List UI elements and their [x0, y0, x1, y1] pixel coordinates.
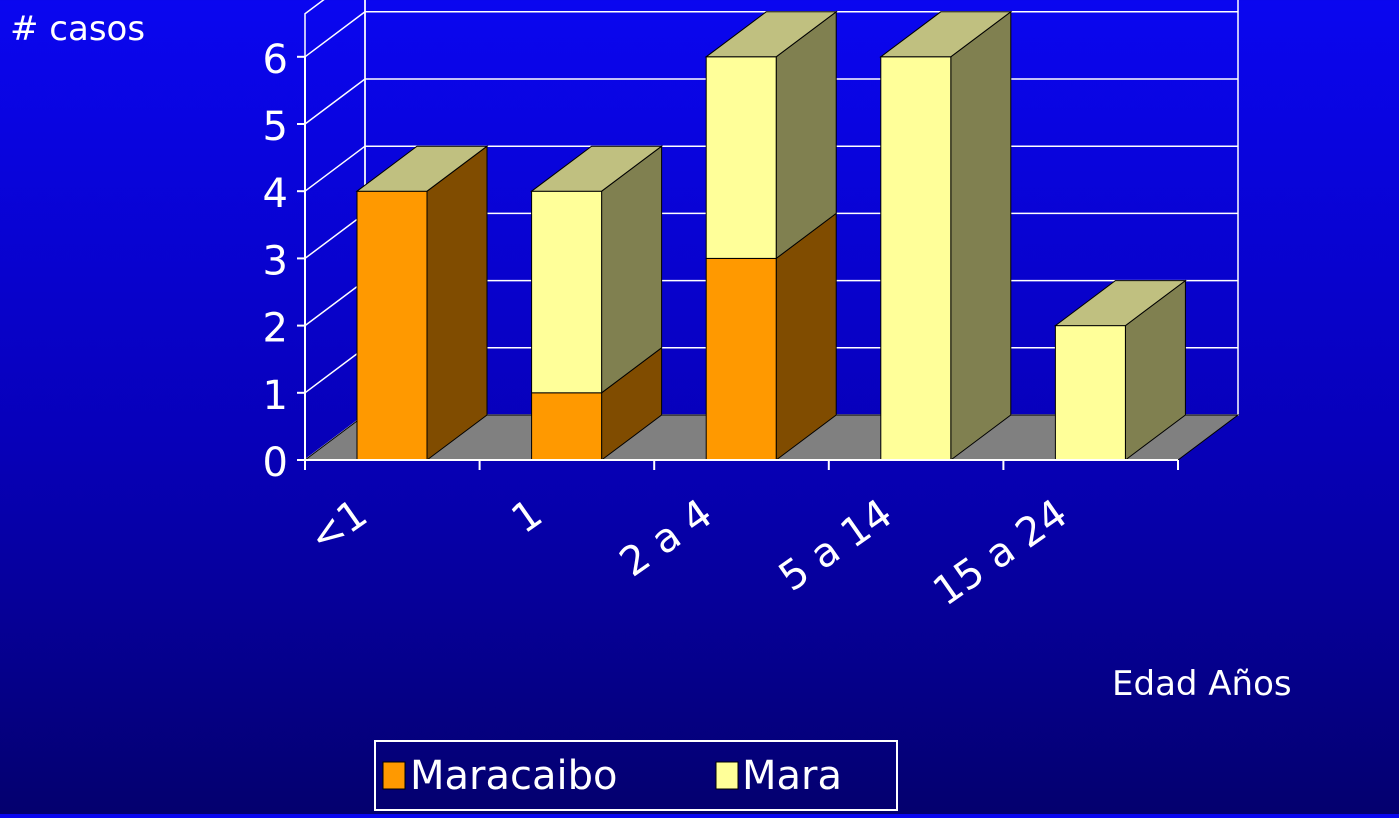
bar-maracaibo-2 — [705, 257, 777, 461]
bar-side-maracaibo-0 — [426, 145, 488, 461]
x-tick-label: 2 a 4 — [612, 491, 721, 587]
x-tick-label: 15 a 24 — [925, 491, 1076, 616]
bar-top-mara-1 — [530, 145, 664, 192]
legend-swatch-maracaibo — [382, 761, 406, 790]
x-tick-label: 1 — [504, 491, 551, 543]
y-axis-label: # casos — [10, 9, 145, 49]
bar-mara-2 — [705, 56, 777, 259]
legend-box — [374, 740, 898, 811]
bar-maracaibo-1 — [531, 392, 603, 461]
bar-mara-4 — [1054, 325, 1126, 461]
bar-side-mara-3 — [950, 10, 1012, 461]
x-tick-label: 5 a 14 — [771, 491, 901, 601]
x-tick-label: <1 — [301, 491, 376, 563]
y-tick-label: 6 — [263, 37, 288, 83]
legend: Maracaibo Mara — [374, 740, 898, 811]
legend-swatch-mara — [715, 761, 739, 790]
y-tick-label: 0 — [263, 440, 288, 486]
legend-label-mara: Mara — [742, 753, 842, 799]
y-tick-label: 4 — [263, 171, 288, 217]
bar-top-mara-2 — [704, 11, 838, 58]
bar-top-mara-3 — [879, 11, 1013, 58]
legend-label-maracaibo: Maracaibo — [410, 753, 617, 799]
side-wall — [304, 0, 366, 462]
y-tick-label: 1 — [263, 373, 288, 419]
y-tick-label: 2 — [263, 306, 288, 352]
bar-mara-3 — [880, 56, 952, 461]
bar-mara-1 — [531, 190, 603, 394]
bar-top-mara-4 — [1053, 280, 1187, 327]
y-tick-label: 3 — [263, 238, 288, 284]
y-tick-label: 5 — [263, 104, 288, 150]
bar-maracaibo-0 — [356, 190, 428, 461]
x-axis-label: Edad Años — [1112, 664, 1292, 704]
bar-top-maracaibo-0 — [355, 145, 489, 192]
